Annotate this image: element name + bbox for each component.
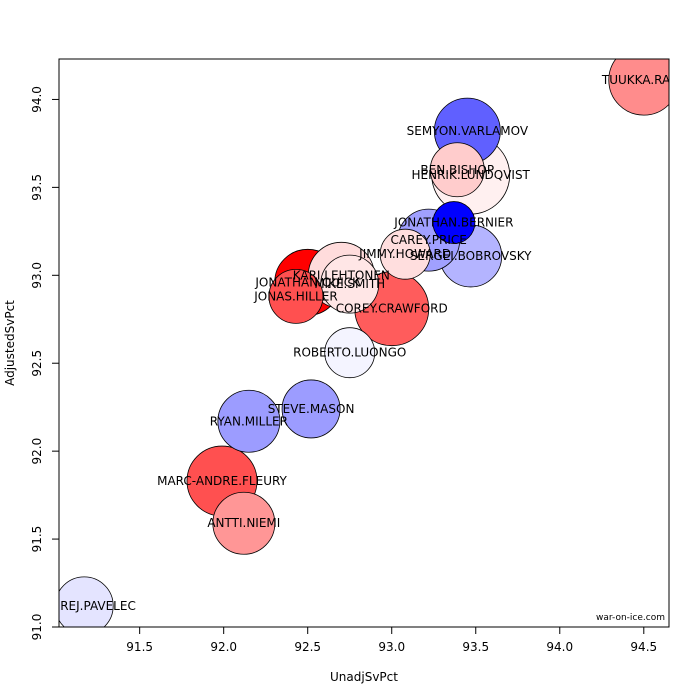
bubble-label: BEN.BISHOP [420,163,494,177]
bubble-label: JONATHAN.BERNIER [393,216,513,230]
bubble-point [324,327,376,379]
y-tick-label: 94.0 [30,86,44,113]
y-axis: 91.0 91.5 92.0 92.5 93.0 93.5 94.0 [30,86,59,640]
bubble-label: KARI.LEHTONEN [293,268,390,282]
bubble-label: SERGEI.BOBROVSKY [410,249,532,263]
x-axis-title: UnadjSvPct [330,670,398,684]
y-tick-label: 93.0 [30,262,44,289]
y-axis-title: AdjustedSvPct [3,300,17,386]
bubble-point [268,268,324,324]
credit-text: war-on-ice.com [596,613,665,623]
bubble-label: CAREY.PRICE [391,233,467,247]
bubble-label: JONATHAN.QUICK [254,275,361,289]
bubble-point [320,254,380,314]
plot-frame [58,58,670,628]
y-tick-label: 92.5 [30,350,44,377]
label-layer: HENRIK.LUNDQVIST COREY.CRAWFORD TUUKKA.RAS… [33,73,687,613]
x-tick-label: 93.5 [462,640,489,654]
bubble-label: ROBERTO.LUONGO [293,346,406,360]
bubble-label: RYAN.MILLER [210,414,288,428]
x-tick-label: 94.0 [546,640,573,654]
bubble-label: MARC-ANDRE.FLEURY [157,474,287,488]
y-tick-label: 92.0 [30,438,44,465]
y-tick-label: 91.5 [30,526,44,553]
x-tick-label: 92.0 [210,640,237,654]
y-tick-label: 93.5 [30,174,44,201]
bubble-layer [59,59,669,627]
bubble-label: SEMYON.VARLAMOV [407,124,529,138]
bubble-label: COREY.CRAWFORD [336,302,448,316]
x-tick-label: 92.5 [294,640,321,654]
x-axis: 91.5 92.0 92.5 93.0 93.5 94.0 94.5 [126,627,657,654]
bubble-label: ANTTI.NIEMI [207,516,280,530]
bubble-label: TUUKKA.RASK [601,73,687,87]
bubble-point [59,576,114,627]
x-tick-label: 94.5 [630,640,657,654]
bubble-point [217,389,281,453]
x-tick-label: 91.5 [126,640,153,654]
bubble-point [432,201,476,244]
bubble-label: ONDREJ.PAVELEC [33,599,136,613]
bubble-point [379,228,431,280]
y-tick-label: 91.0 [30,614,44,641]
bubble-label: JIMMY.HOWARD [358,247,451,261]
bubble-label: JONAS.HILLER [253,289,337,303]
bubble-label: HENRIK.LUNDQVIST [412,168,531,182]
bubble-point [281,379,341,439]
bubble-point [608,59,669,116]
bubble-label: STEVE.MASON [268,402,355,416]
x-tick-label: 93.0 [378,640,405,654]
bubble-point [429,142,485,198]
bubble-label: MIKE.SMITH [314,277,385,291]
bubble-point [212,491,276,555]
